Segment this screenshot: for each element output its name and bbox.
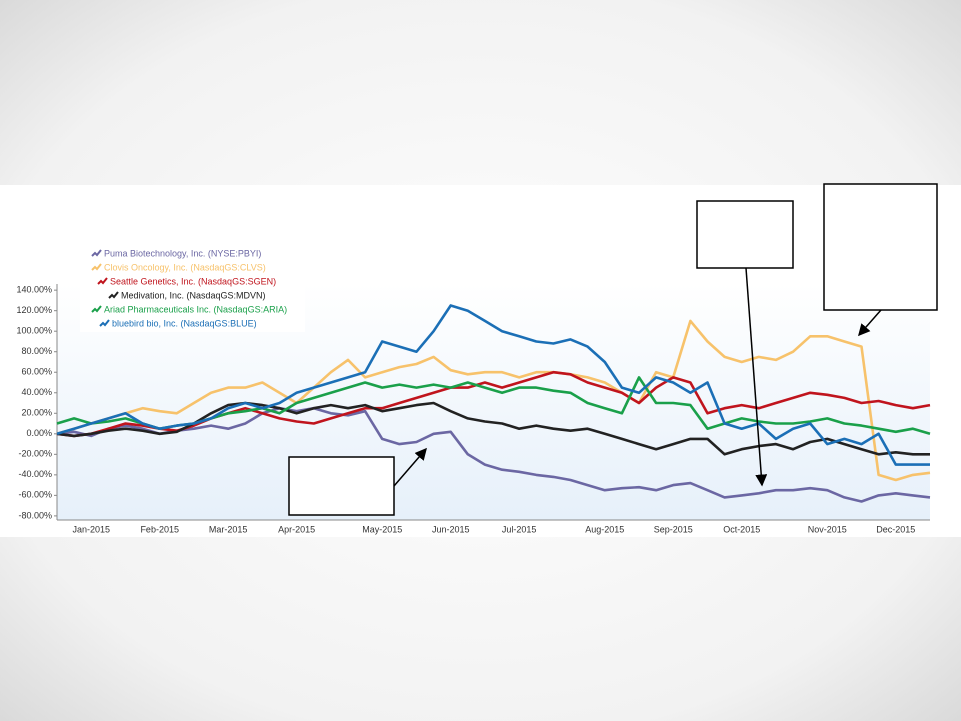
x-tick-label: Nov-2015 <box>808 524 847 534</box>
series-line <box>56 401 930 456</box>
legend-swatch <box>108 291 119 299</box>
y-tick-label: 140.00% <box>16 285 52 295</box>
y-tick-label: 120.00% <box>16 305 52 315</box>
legend-swatch <box>99 319 110 327</box>
series-line <box>56 304 930 466</box>
legend-swatch <box>91 249 102 257</box>
y-tick-label: 20.00% <box>21 408 52 418</box>
legend-swatch <box>97 277 108 285</box>
x-tick-label: Jun-2015 <box>432 524 470 534</box>
y-tick-label: 40.00% <box>21 387 52 397</box>
legend-label: bluebird bio, Inc. (NasdaqGS:BLUE) <box>112 318 257 328</box>
x-tick-label: May-2015 <box>362 524 402 534</box>
y-tick-label: -80.00% <box>18 510 52 520</box>
y-tick-label: 100.00% <box>16 326 52 336</box>
x-tick-label: Apr-2015 <box>278 524 315 534</box>
legend-swatch <box>91 305 102 313</box>
legend-swatch <box>91 263 102 271</box>
annotation-box <box>823 183 938 311</box>
annotation-arrow <box>745 267 768 487</box>
legend-label: Puma Biotechnology, Inc. (NYSE:PBYI) <box>104 248 261 258</box>
y-tick-label: -40.00% <box>18 469 52 479</box>
x-tick-label: Aug-2015 <box>585 524 624 534</box>
legend-label: Clovis Oncology, Inc. (NasdaqGS:CLVS) <box>104 262 266 272</box>
x-tick-label: Dec-2015 <box>876 524 915 534</box>
x-tick-label: Sep-2015 <box>654 524 693 534</box>
y-tick-label: -20.00% <box>18 449 52 459</box>
legend <box>80 245 305 332</box>
annotation-arrow <box>858 309 882 337</box>
x-tick-label: Mar-2015 <box>209 524 248 534</box>
annotation-box <box>288 456 395 516</box>
y-tick-label: 60.00% <box>21 367 52 377</box>
x-tick-label: Oct-2015 <box>723 524 760 534</box>
legend-label: Ariad Pharmaceuticals Inc. (NasdaqGS:ARI… <box>104 304 287 314</box>
annotation-arrow <box>393 447 427 487</box>
x-tick-label: Feb-2015 <box>140 524 179 534</box>
y-tick-label: 80.00% <box>21 346 52 356</box>
series-line <box>56 319 931 482</box>
y-tick-label: 0.00% <box>26 428 52 438</box>
y-tick-label: -60.00% <box>18 490 52 500</box>
x-tick-label: Jan-2015 <box>72 524 110 534</box>
legend-label: Seattle Genetics, Inc. (NasdaqGS:SGEN) <box>110 276 276 286</box>
legend-label: Medivation, Inc. (NasdaqGS:MDVN) <box>121 290 266 300</box>
x-tick-label: Jul-2015 <box>502 524 537 534</box>
series-line <box>56 406 931 503</box>
annotation-box <box>696 200 794 269</box>
